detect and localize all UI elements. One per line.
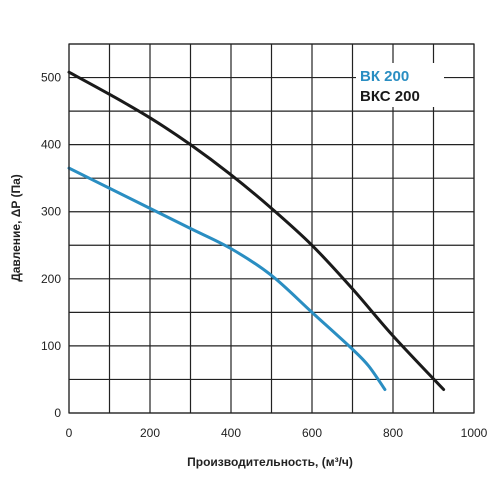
x-tick-label: 800 [383, 426, 403, 440]
y-tick-label: 0 [54, 406, 61, 420]
x-axis-label: Производительность, (м³/ч) [187, 455, 353, 469]
y-tick-labels: 0 100 200 300 400 500 [41, 71, 61, 420]
series-lines [67, 70, 446, 392]
y-tick-label: 500 [41, 71, 61, 85]
x-tick-label: 200 [140, 426, 160, 440]
legend-background [356, 63, 444, 107]
legend-entry: ВКС 200 [360, 88, 420, 105]
legend-entry: ВК 200 [360, 68, 409, 85]
x-tick-label: 400 [221, 426, 241, 440]
x-tick-labels: 0 200 400 600 800 1000 [66, 426, 488, 440]
legend: ВК 200 ВКС 200 [356, 63, 444, 107]
x-tick-label: 600 [302, 426, 322, 440]
y-tick-label: 300 [41, 205, 61, 219]
x-tick-label: 0 [66, 426, 73, 440]
series-line-2 [67, 70, 446, 392]
y-tick-label: 200 [41, 272, 61, 286]
x-tick-label: 1000 [461, 426, 488, 440]
y-axis-label: Давление, ΔP (Па) [9, 174, 23, 282]
y-tick-label: 100 [41, 339, 61, 353]
y-tick-label: 400 [41, 138, 61, 152]
plot-frame [68, 43, 475, 414]
series-line-1 [67, 166, 387, 392]
